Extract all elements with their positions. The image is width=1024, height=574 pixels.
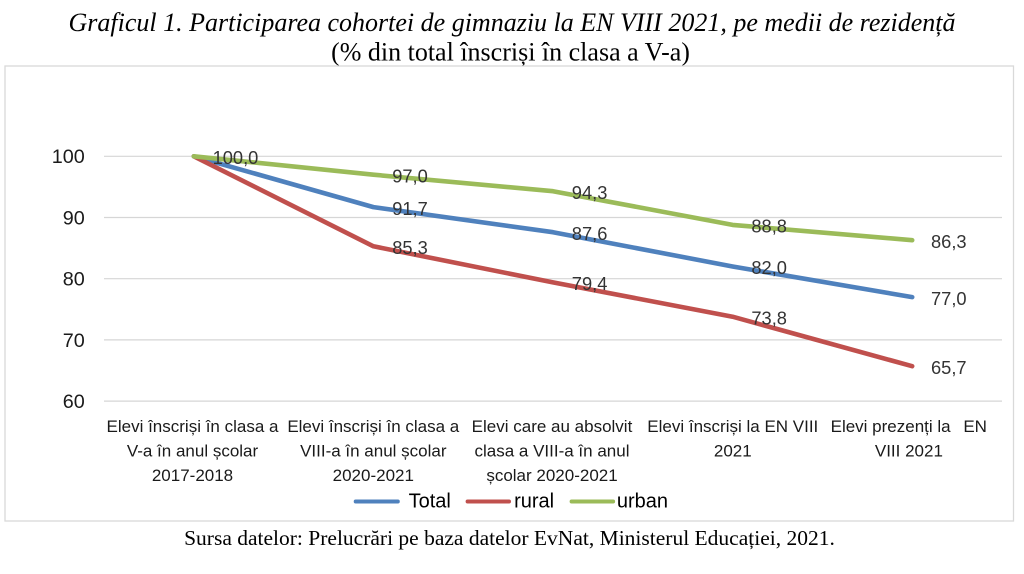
svg-text:urban: urban	[617, 491, 668, 513]
svg-text:94,3: 94,3	[572, 182, 608, 203]
svg-text:(% din total înscriși în clasa: (% din total înscriși în clasa a V-a)	[331, 37, 690, 66]
svg-text:VIII 2021: VIII 2021	[875, 441, 943, 460]
svg-text:88,8: 88,8	[751, 216, 787, 237]
svg-text:82,0: 82,0	[751, 257, 787, 278]
svg-text:86,3: 86,3	[931, 231, 967, 252]
svg-text:clasa a VIII-a în anul: clasa a VIII-a în anul	[475, 441, 630, 460]
svg-text:rural: rural	[514, 491, 554, 513]
svg-text:73,8: 73,8	[751, 307, 787, 328]
svg-text:V-a în anul școlar: V-a în anul școlar	[127, 441, 259, 460]
svg-text:2020-2021: 2020-2021	[333, 466, 414, 485]
svg-text:80: 80	[63, 269, 85, 291]
svg-text:77,0: 77,0	[931, 288, 967, 309]
svg-text:Elevi înscriși în clasa a: Elevi înscriși în clasa a	[107, 417, 279, 436]
svg-text:Elevi prezenți la EN: Elevi prezenți la EN	[831, 417, 987, 436]
svg-text:97,0: 97,0	[392, 165, 428, 186]
svg-text:Elevi înscriși în clasa a: Elevi înscriși în clasa a	[287, 417, 459, 436]
svg-text:85,3: 85,3	[392, 237, 428, 258]
svg-text:100,0: 100,0	[213, 147, 259, 168]
svg-text:91,7: 91,7	[392, 198, 428, 219]
svg-text:65,7: 65,7	[931, 357, 967, 378]
svg-text:Total: Total	[409, 491, 451, 513]
svg-text:70: 70	[63, 330, 85, 352]
svg-text:2017-2018: 2017-2018	[152, 466, 233, 485]
svg-text:2021: 2021	[714, 441, 752, 460]
svg-text:Elevi înscriși la EN VIII: Elevi înscriși la EN VIII	[647, 417, 818, 436]
svg-text:60: 60	[63, 391, 85, 413]
svg-text:87,6: 87,6	[572, 223, 608, 244]
svg-text:100: 100	[52, 146, 85, 168]
svg-text:Graficul 1. Participarea cohor: Graficul 1. Participarea cohortei de gim…	[69, 8, 956, 37]
svg-text:școlar 2020-2021: școlar 2020-2021	[486, 466, 617, 485]
svg-text:90: 90	[63, 207, 85, 229]
svg-text:Sursa datelor: Prelucrări pe b: Sursa datelor: Prelucrări pe baza datelo…	[184, 526, 835, 550]
svg-text:VIII-a în anul școlar: VIII-a în anul școlar	[300, 441, 447, 460]
svg-text:Elevi care au absolvit: Elevi care au absolvit	[472, 417, 633, 436]
svg-text:79,4: 79,4	[572, 273, 608, 294]
